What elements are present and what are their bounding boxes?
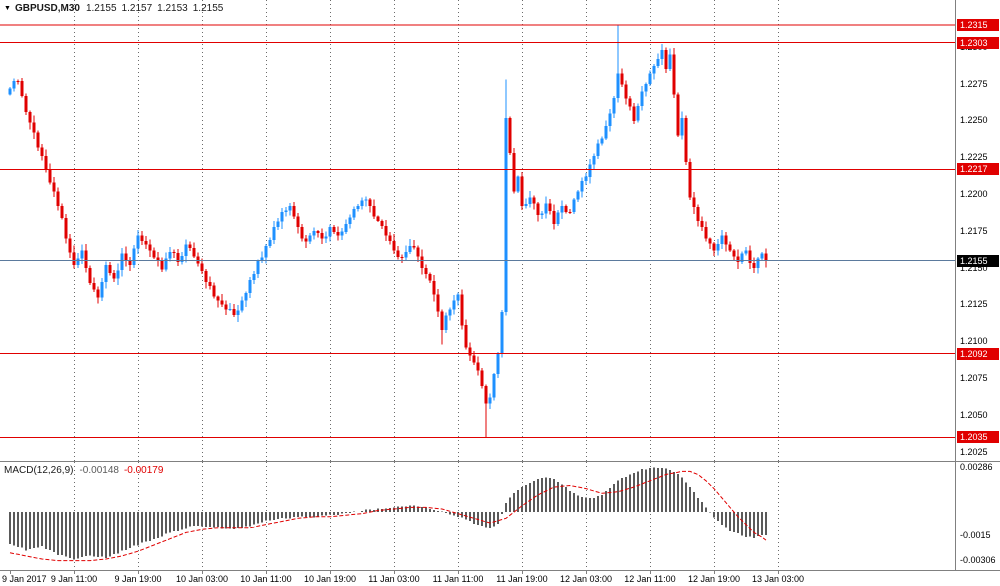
macd-name: MACD(12,26,9) [4,465,74,476]
price-axis-label: 1.2150 [960,262,988,273]
time-axis-label: 10 Jan 03:00 [175,574,229,584]
macd-axis-label: -0.00306 [960,554,996,565]
time-axis-label: 9 Jan 2017 [2,574,47,584]
chart-marker-icon: ▼ [4,5,11,12]
time-axis-label: 11 Jan 11:00 [432,574,484,584]
macd-main-value: -0.00148 [79,465,119,476]
time-axis-label: 12 Jan 03:00 [559,574,613,584]
time-axis-label: 11 Jan 03:00 [368,574,420,584]
macd-axis-label: -0.0015 [960,530,991,541]
macd-axis[interactable]: 0.00286 -0.0015 -0.00306 [955,462,1000,570]
time-axis-label: 9 Jan 19:00 [114,574,162,584]
time-axis-tick [650,571,651,574]
time-axis-tick [714,571,715,574]
current-price-badge: 1.2155 [957,254,999,267]
time-axis-tick [138,571,139,574]
macd-histogram [9,467,767,560]
time-axis-tick [458,571,459,574]
macd-indicator-label: MACD(12,26,9) -0.00148 -0.00179 [4,465,163,476]
level-lines[interactable] [0,24,955,438]
macd-chart[interactable] [0,462,955,570]
time-axis-separator [0,570,1000,571]
quote-open: 1.2155 [85,3,117,14]
time-axis-label: 12 Jan 11:00 [624,574,676,584]
price-axis-label: 1.2175 [960,225,988,236]
time-axis[interactable]: 9 Jan 2017 9 Jan 11:00 9 Jan 19:00 10 Jan 0… [0,571,1000,586]
level-price-badge: 1.2035 [957,431,999,444]
price-chart[interactable] [0,0,955,461]
candles-layer [8,25,768,438]
price-axis-label: 1.2275 [960,78,988,89]
time-axis-label: 13 Jan 03:00 [751,574,805,584]
macd-signal-line [9,470,767,562]
macd-axis-label: 0.00286 [960,461,993,472]
price-axis-label: 1.2225 [960,152,988,163]
time-axis-tick [522,571,523,574]
quote-close: 1.2155 [192,3,224,14]
quote-low: 1.2153 [157,3,188,14]
level-price-badge: 1.2217 [957,163,999,176]
symbol-text: GBPUSD,M30 [14,3,80,14]
price-axis-label: 1.2125 [960,299,988,310]
price-axis-label: 1.2200 [960,188,988,199]
price-axis[interactable]: 1.23001.22751.22501.22251.22001.21751.21… [955,0,1000,461]
time-axis-tick [330,571,331,574]
macd-signal-value: -0.00179 [123,465,164,476]
time-axis-label: 11 Jan 19:00 [496,574,548,584]
time-axis-tick [778,571,779,574]
time-axis-label: 9 Jan 11:00 [50,574,98,584]
symbol-ohlc-label: ▼ GBPUSD,M30 1.2155 1.2157 1.2153 1.2155 [4,3,228,14]
level-price-badge: 1.2315 [957,19,999,31]
time-axis-tick [202,571,203,574]
time-axis-tick [586,571,587,574]
price-axis-label: 1.2100 [960,336,988,347]
time-axis-tick [74,571,75,574]
period-separator-gridlines [74,462,779,570]
time-axis-label: 10 Jan 11:00 [240,574,292,584]
time-axis-tick [266,571,267,574]
time-axis-tick [10,571,11,574]
price-axis-label: 1.2250 [960,115,988,126]
quote-high: 1.2157 [121,3,153,14]
level-price-badge: 1.2303 [957,36,999,49]
price-axis-label: 1.2050 [960,409,988,420]
time-axis-label: 10 Jan 19:00 [303,574,357,584]
panel-separator[interactable] [0,461,1000,462]
level-price-badge: 1.2092 [957,347,999,360]
price-axis-label: 1.2025 [960,446,988,457]
time-axis-tick [394,571,395,574]
time-axis-label: 12 Jan 19:00 [687,574,741,584]
price-axis-label: 1.2075 [960,373,988,383]
